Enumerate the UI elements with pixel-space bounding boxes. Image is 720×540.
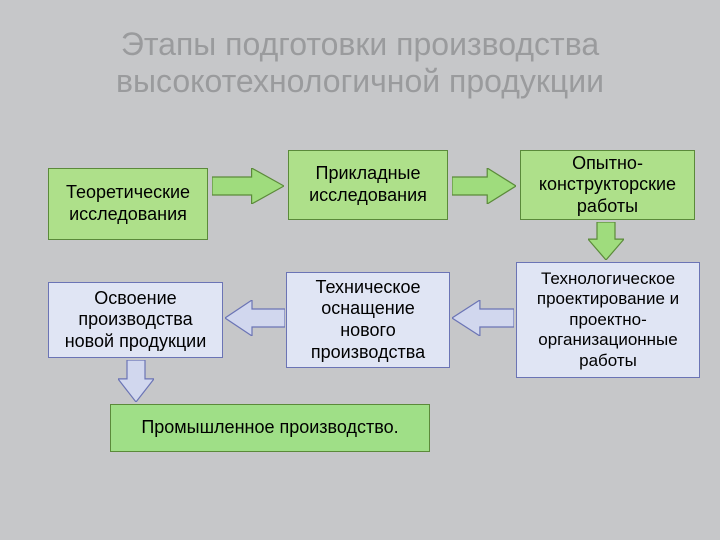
arrow-master-to-final (118, 360, 154, 407)
box-design: Опытно-конструкторские работы (520, 150, 695, 220)
flowchart-slide: Этапы подготовки производства высокотехн… (0, 0, 720, 540)
arrow-techproj-to-equip (452, 300, 514, 341)
slide-title: Этапы подготовки производства высокотехн… (48, 26, 672, 100)
box-master: Освоение производства новой продукции (48, 282, 223, 358)
arrow-applied-to-design (452, 168, 516, 209)
arrow-theory-to-applied (212, 168, 284, 209)
box-final: Промышленное производство. (110, 404, 430, 452)
box-techproj: Технологическое проектирование и проектн… (516, 262, 700, 378)
box-theory: Теоретические исследования (48, 168, 208, 240)
arrow-equip-to-master (225, 300, 285, 341)
arrow-design-to-techproj (588, 222, 624, 265)
box-applied: Прикладные исследования (288, 150, 448, 220)
box-equip: Техническое оснащение нового производств… (286, 272, 450, 368)
